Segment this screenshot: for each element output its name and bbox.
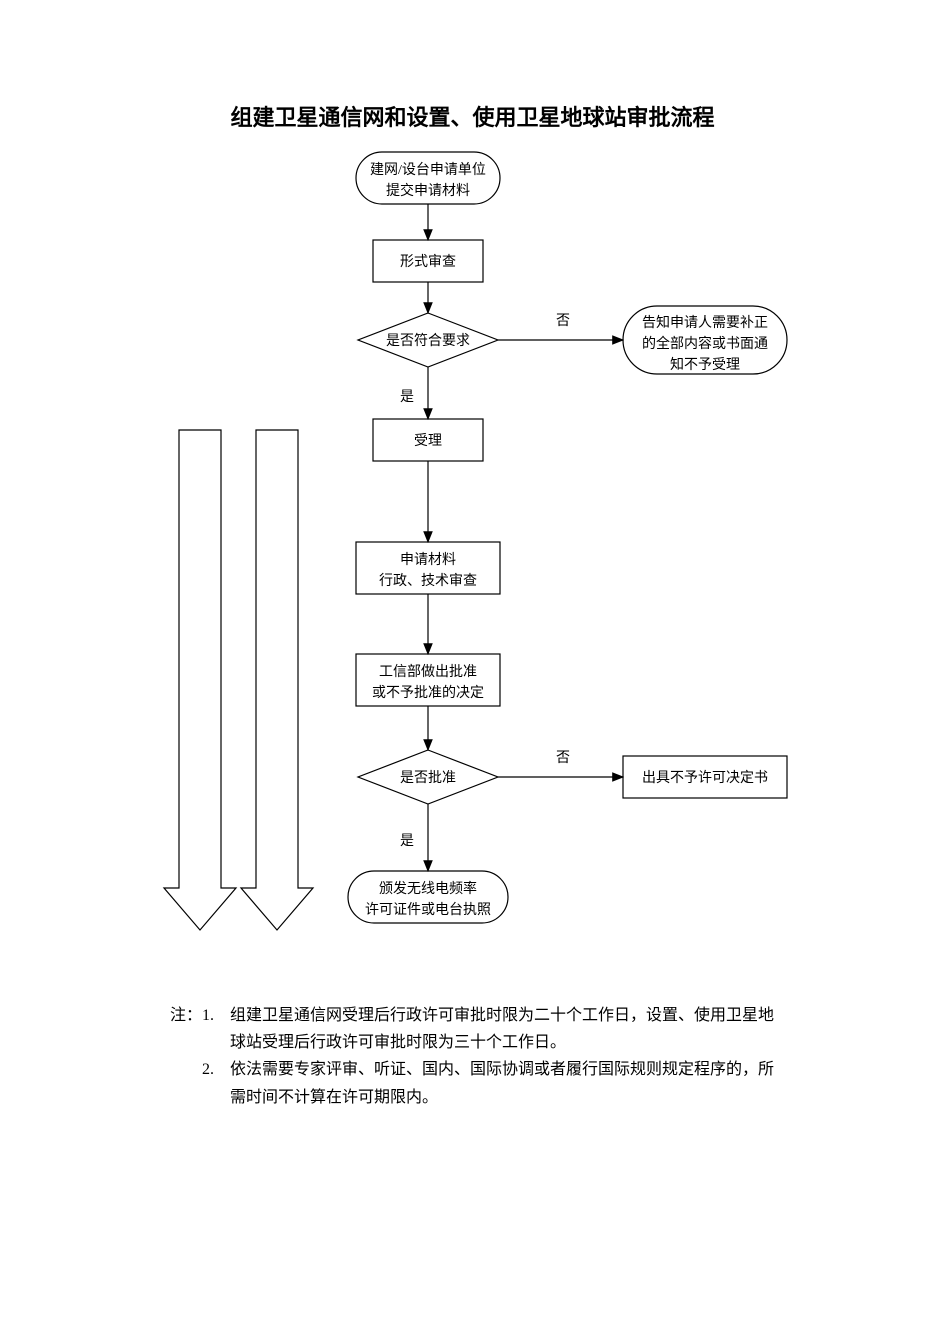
flow-node-label-miit: 工信部做出批准或不予批准的决定 [356, 662, 500, 704]
flow-node-label-review: 申请材料行政、技术审查 [356, 550, 500, 592]
timeline-arrow-1 [241, 430, 313, 930]
flow-node-label-req: 是否符合要求 [358, 331, 498, 352]
flow-edge-label: 是 [400, 386, 414, 406]
note-text: 组建卫星通信网受理后行政许可审批时限为二十个工作日，设置、使用卫星地球站受理后行… [230, 1002, 790, 1056]
flow-node-label-formal: 形式审查 [373, 252, 483, 273]
flow-node-label-start: 建网/设台申请单位提交申请材料 [356, 160, 500, 202]
timeline-arrow-0 [164, 430, 236, 930]
note-number: 2. [202, 1056, 230, 1110]
notes-section: 注： 1. 组建卫星通信网受理后行政许可审批时限为二十个工作日，设置、使用卫星地… [170, 1002, 790, 1111]
flow-node-label-issue: 颁发无线电频率许可证件或电台执照 [348, 879, 508, 921]
flow-node-label-approve: 是否批准 [358, 768, 498, 789]
notes-prefix: 注： [170, 1002, 202, 1056]
flow-node-label-deny: 出具不予许可决定书 [623, 768, 787, 789]
flow-node-label-accept: 受理 [373, 431, 483, 452]
flow-edge-label: 否 [556, 310, 570, 330]
note-text: 依法需要专家评审、听证、国内、国际协调或者履行国际规则规定程序的，所需时间不计算… [230, 1056, 790, 1110]
note-number: 1. [202, 1002, 230, 1056]
flow-node-label-notify: 告知申请人需要补正的全部内容或书面通知不予受理 [623, 313, 787, 376]
flow-edge-label: 否 [556, 747, 570, 767]
flow-edge-label: 是 [400, 830, 414, 850]
